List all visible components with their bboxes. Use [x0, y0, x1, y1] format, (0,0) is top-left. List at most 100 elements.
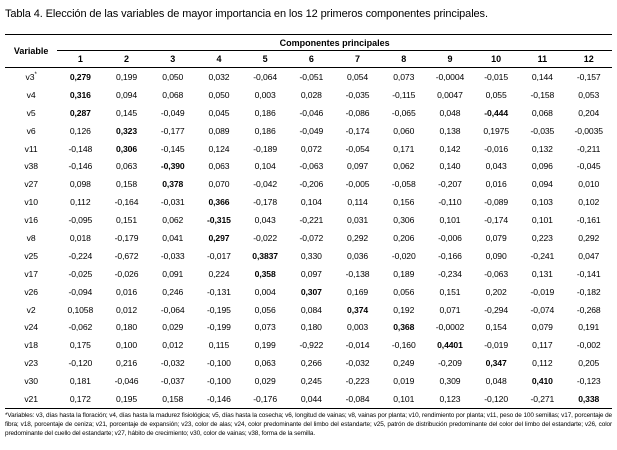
loading-cell: 0,199 — [116, 71, 138, 82]
loading-cell: 0,158 — [149, 390, 196, 409]
loading-cell: 0,245 — [300, 376, 322, 387]
loading-cell: -0,063 — [484, 268, 509, 279]
loading-cell: 0,010 — [578, 179, 600, 190]
table-body: v3* 0,279 0,199 0,050 0,032 -0,064 -0,051 0,054… — [5, 68, 612, 409]
variable-cell: v26 — [24, 286, 38, 297]
table-row: v27 0,098 0,158 0,378 0,070 -0,042 -0,206 -0,00… — [5, 175, 612, 193]
loading-cell: 0,292 — [347, 232, 369, 243]
loading-cell: 0,043 — [485, 161, 507, 172]
loading-cell: -0,074 — [530, 304, 555, 315]
loading-cell: 0,050 — [162, 71, 184, 82]
table-row: v26 -0,094 0,016 0,246 -0,131 0,004 0,307 0,169… — [5, 283, 612, 301]
loading-cell: 0,330 — [300, 250, 322, 261]
loading-cell: 0,206 — [393, 232, 415, 243]
variable-cell: v4 — [26, 89, 36, 100]
loading-cell: 0,309 — [439, 376, 461, 387]
loading-cell: 0,306 — [393, 215, 415, 226]
loading-cell: 0,378 — [162, 179, 184, 190]
loading-cell: 0,094 — [531, 179, 553, 190]
table-row: v2 0,1058 0,012 -0,064 -0,195 0,056 0,084 0,374… — [5, 301, 612, 319]
loading-cell: -0,157 — [576, 71, 601, 82]
table-row: v30 0,181 -0,046 -0,037 -0,100 0,029 0,245 -0,2… — [5, 372, 612, 390]
loading-cell: -0,006 — [438, 232, 462, 243]
loading-cell: -0,174 — [484, 215, 509, 226]
loading-cell: 0,056 — [393, 286, 415, 297]
loading-cell: -0,025 — [68, 268, 93, 279]
loading-cell: -0,033 — [160, 250, 185, 261]
loading-cell: -0,182 — [576, 286, 601, 297]
table-row: v38 -0,146 0,063 -0,390 0,063 0,104 -0,063 0,09… — [5, 157, 612, 175]
loading-cell: 0,031 — [347, 215, 369, 226]
variable-cell: v17 — [24, 268, 38, 279]
loading-cell: -0,031 — [160, 197, 185, 208]
loading-cell: -0,035 — [345, 89, 370, 100]
table-row: v17 -0,025 -0,026 0,091 0,224 0,358 0,097 -0,13… — [5, 265, 612, 283]
loading-cell: -0,016 — [484, 143, 509, 154]
loading-cell: -0,046 — [114, 376, 139, 387]
loading-cell: -0,120 — [68, 358, 93, 369]
loading-cell: -0,158 — [530, 89, 555, 100]
loading-cell: 0,029 — [162, 322, 184, 333]
loading-cell: 0,041 — [162, 232, 184, 243]
variable-column-header: Variable — [5, 34, 58, 68]
loading-cell: 0,186 — [254, 125, 276, 136]
loading-cell: -0,014 — [345, 340, 370, 351]
loading-cell: -0,051 — [299, 71, 324, 82]
loading-cell: -0,054 — [345, 143, 370, 154]
variable-cell: v8 — [26, 232, 36, 243]
loading-cell: -0,390 — [160, 161, 185, 172]
loading-cell: -0,179 — [114, 232, 139, 243]
loading-cell: -0,100 — [207, 376, 231, 387]
loading-cell: 0,016 — [116, 286, 138, 297]
loading-cell: -0,174 — [345, 125, 370, 136]
loading-cell: 0,036 — [347, 250, 369, 261]
loading-cell: -0,062 — [68, 322, 93, 333]
loading-cell: -0,444 — [484, 107, 509, 118]
variable-cell: v18 — [24, 340, 38, 351]
loading-cell: -0,221 — [299, 215, 324, 226]
loading-cell: -0,032 — [160, 358, 185, 369]
loading-cell: -0,160 — [391, 340, 416, 351]
loading-cell: 0,204 — [578, 107, 600, 118]
table-row: v3* 0,279 0,199 0,050 0,032 -0,064 -0,051 0,054… — [5, 68, 612, 86]
loading-cell: -0,234 — [438, 268, 462, 279]
loading-cell: 0,145 — [116, 107, 138, 118]
loading-cell: -0,110 — [438, 197, 462, 208]
loading-cell: 0,098 — [69, 179, 91, 190]
loading-cell: -0,019 — [484, 340, 509, 351]
table-row: v23 -0,120 0,216 -0,032 -0,100 0,063 0,266 -0,0… — [5, 354, 612, 372]
loading-cell: -0,271 — [519, 390, 566, 409]
loading-cell: 0,048 — [485, 376, 507, 387]
loading-cell: 0,019 — [393, 376, 415, 387]
loading-cell: 0,358 — [254, 268, 276, 279]
table-row: v10 0,112 -0,164 -0,031 0,366 -0,178 0,104 0,11… — [5, 193, 612, 211]
loading-cell: 0,189 — [393, 268, 415, 279]
loading-cell: 0,043 — [254, 215, 276, 226]
loading-cell: 0,205 — [578, 358, 600, 369]
loading-cell: 0,175 — [69, 340, 91, 351]
loading-cell: -0,120 — [473, 390, 520, 409]
loading-cell: -0,049 — [160, 107, 185, 118]
loading-cell: -0,294 — [484, 304, 509, 315]
variable-cell: v24 — [24, 322, 38, 333]
table-row: v24 -0,062 0,180 0,029 -0,199 0,073 0,180 0,003… — [5, 318, 612, 336]
component-header-8: 8 — [380, 50, 427, 68]
loading-cell: 0,012 — [116, 304, 138, 315]
loading-cell: 0,171 — [393, 143, 415, 154]
variable-cell: v25 — [24, 250, 38, 261]
loading-cell: 0,246 — [162, 286, 184, 297]
loading-cell: 0,101 — [439, 215, 461, 226]
loading-cell: 0,186 — [254, 107, 276, 118]
loading-cell: -0,148 — [68, 143, 93, 154]
loading-cell: 0,158 — [116, 179, 138, 190]
loading-cell: 0,032 — [208, 71, 230, 82]
variable-cell: v30 — [24, 376, 38, 387]
loading-cell: 0,192 — [393, 304, 415, 315]
loading-cell: -0,094 — [68, 286, 93, 297]
loading-cell: 0,199 — [254, 340, 276, 351]
loading-cell: -0,211 — [577, 143, 601, 154]
loading-cell: -0,199 — [207, 322, 231, 333]
loading-cell: 0,180 — [300, 322, 322, 333]
loading-cell: 0,154 — [485, 322, 507, 333]
